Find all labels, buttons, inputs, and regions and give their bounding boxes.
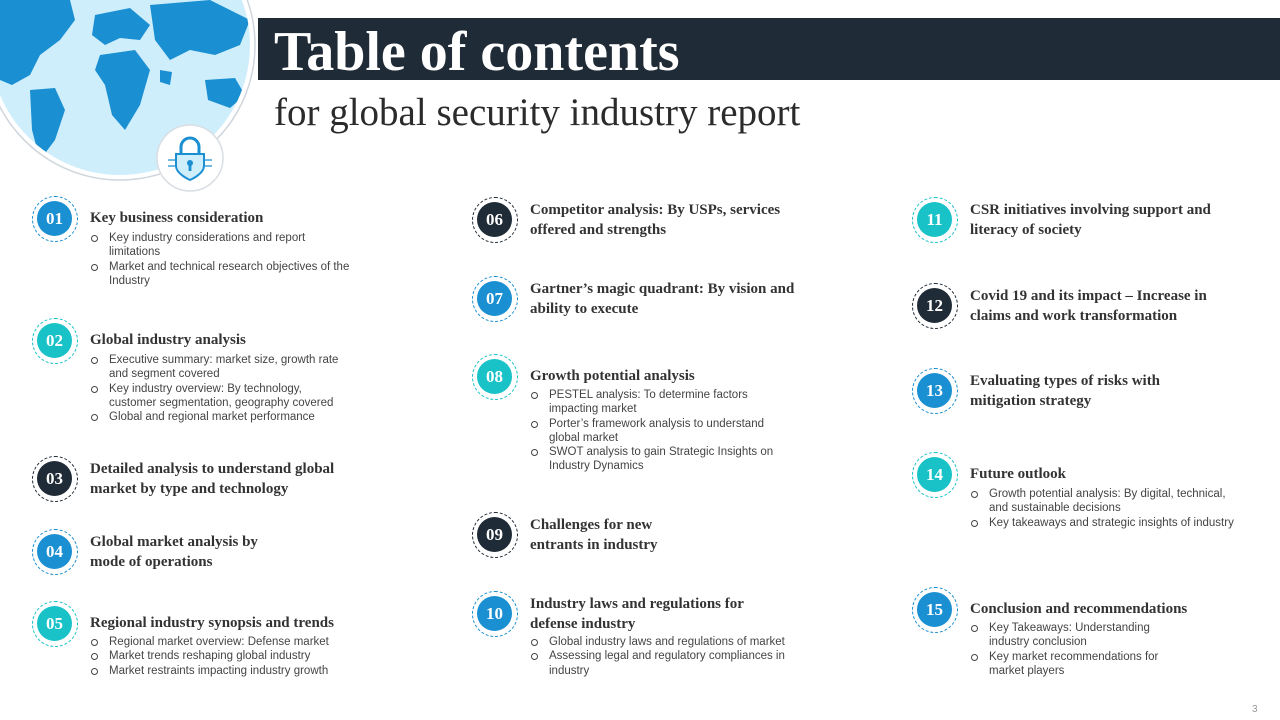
page-number: 3 [1252, 704, 1258, 715]
item-title: Future outlook [970, 466, 1066, 482]
list-item: Regional market overview: Defense market [90, 635, 380, 649]
item-bullets: Regional market overview: Defense market… [90, 635, 380, 678]
item-number-badge: 06 [472, 197, 518, 243]
item-title: Conclusion and recommendations [970, 601, 1188, 617]
item-title: Growth potential analysis [530, 368, 695, 384]
page-title: Table of contents [274, 21, 680, 83]
item-number-badge: 04 [32, 529, 78, 575]
list-item: Porter’s framework analysis to understan… [530, 417, 790, 446]
list-item: Market and technical research objectives… [90, 260, 350, 289]
list-item: Assessing legal and regulatory complianc… [530, 649, 805, 678]
padlock-icon [156, 124, 224, 192]
list-item: Market trends reshaping global industry [90, 649, 380, 663]
item-title: Covid 19 and its impact – Increase in cl… [970, 288, 1207, 324]
item-title: Global market analysis by mode of operat… [90, 534, 258, 570]
item-number-badge: 05 [32, 601, 78, 647]
item-number-badge: 02 [32, 318, 78, 364]
item-title: Detailed analysis to understand global m… [90, 461, 335, 497]
item-bullets: PESTEL analysis: To determine factors im… [530, 388, 790, 474]
item-title: Competitor analysis: By USPs, services o… [530, 202, 781, 238]
list-item: Executive summary: market size, growth r… [90, 353, 350, 382]
item-title: Gartner’s magic quadrant: By vision and … [530, 281, 795, 317]
list-item: Growth potential analysis: By digital, t… [970, 487, 1245, 516]
item-number-badge: 11 [912, 197, 958, 243]
list-item: Market restraints impacting industry gro… [90, 664, 380, 678]
item-number-badge: 13 [912, 368, 958, 414]
item-bullets: Key industry considerations and report l… [90, 231, 350, 288]
item-title: Regional industry synopsis and trends [90, 615, 334, 631]
item-title: Industry laws and regulations for defens… [530, 596, 744, 632]
item-number-badge: 08 [472, 354, 518, 400]
item-bullets: Key Takeaways: Understanding industry co… [970, 621, 1190, 678]
list-item: SWOT analysis to gain Strategic Insights… [530, 445, 790, 474]
item-number-badge: 01 [32, 196, 78, 242]
item-bullets: Executive summary: market size, growth r… [90, 353, 350, 424]
list-item: Global industry laws and regulations of … [530, 635, 805, 649]
item-number-badge: 07 [472, 276, 518, 322]
item-title: Key business consideration [90, 210, 264, 226]
item-number-badge: 09 [472, 512, 518, 558]
list-item: Key Takeaways: Understanding industry co… [970, 621, 1190, 650]
item-bullets: Global industry laws and regulations of … [530, 635, 805, 678]
item-bullets: Growth potential analysis: By digital, t… [970, 487, 1245, 530]
item-number-badge: 10 [472, 591, 518, 637]
list-item: Global and regional market performance [90, 410, 350, 424]
item-number-badge: 12 [912, 283, 958, 329]
item-title: Global industry analysis [90, 332, 246, 348]
item-number-badge: 15 [912, 587, 958, 633]
list-item: PESTEL analysis: To determine factors im… [530, 388, 790, 417]
item-title: Challenges for new entrants in industry [530, 517, 658, 553]
title-bar [258, 18, 1280, 80]
item-title: CSR initiatives involving support and li… [970, 202, 1211, 238]
list-item: Key industry overview: By technology, cu… [90, 382, 350, 411]
list-item: Key market recommendations for market pl… [970, 650, 1190, 679]
list-item: Key industry considerations and report l… [90, 231, 350, 260]
item-title: Evaluating types of risks with mitigatio… [970, 373, 1161, 409]
page-subtitle: for global security industry report [274, 91, 801, 134]
item-number-badge: 03 [32, 456, 78, 502]
item-number-badge: 14 [912, 452, 958, 498]
list-item: Key takeaways and strategic insights of … [970, 516, 1245, 530]
